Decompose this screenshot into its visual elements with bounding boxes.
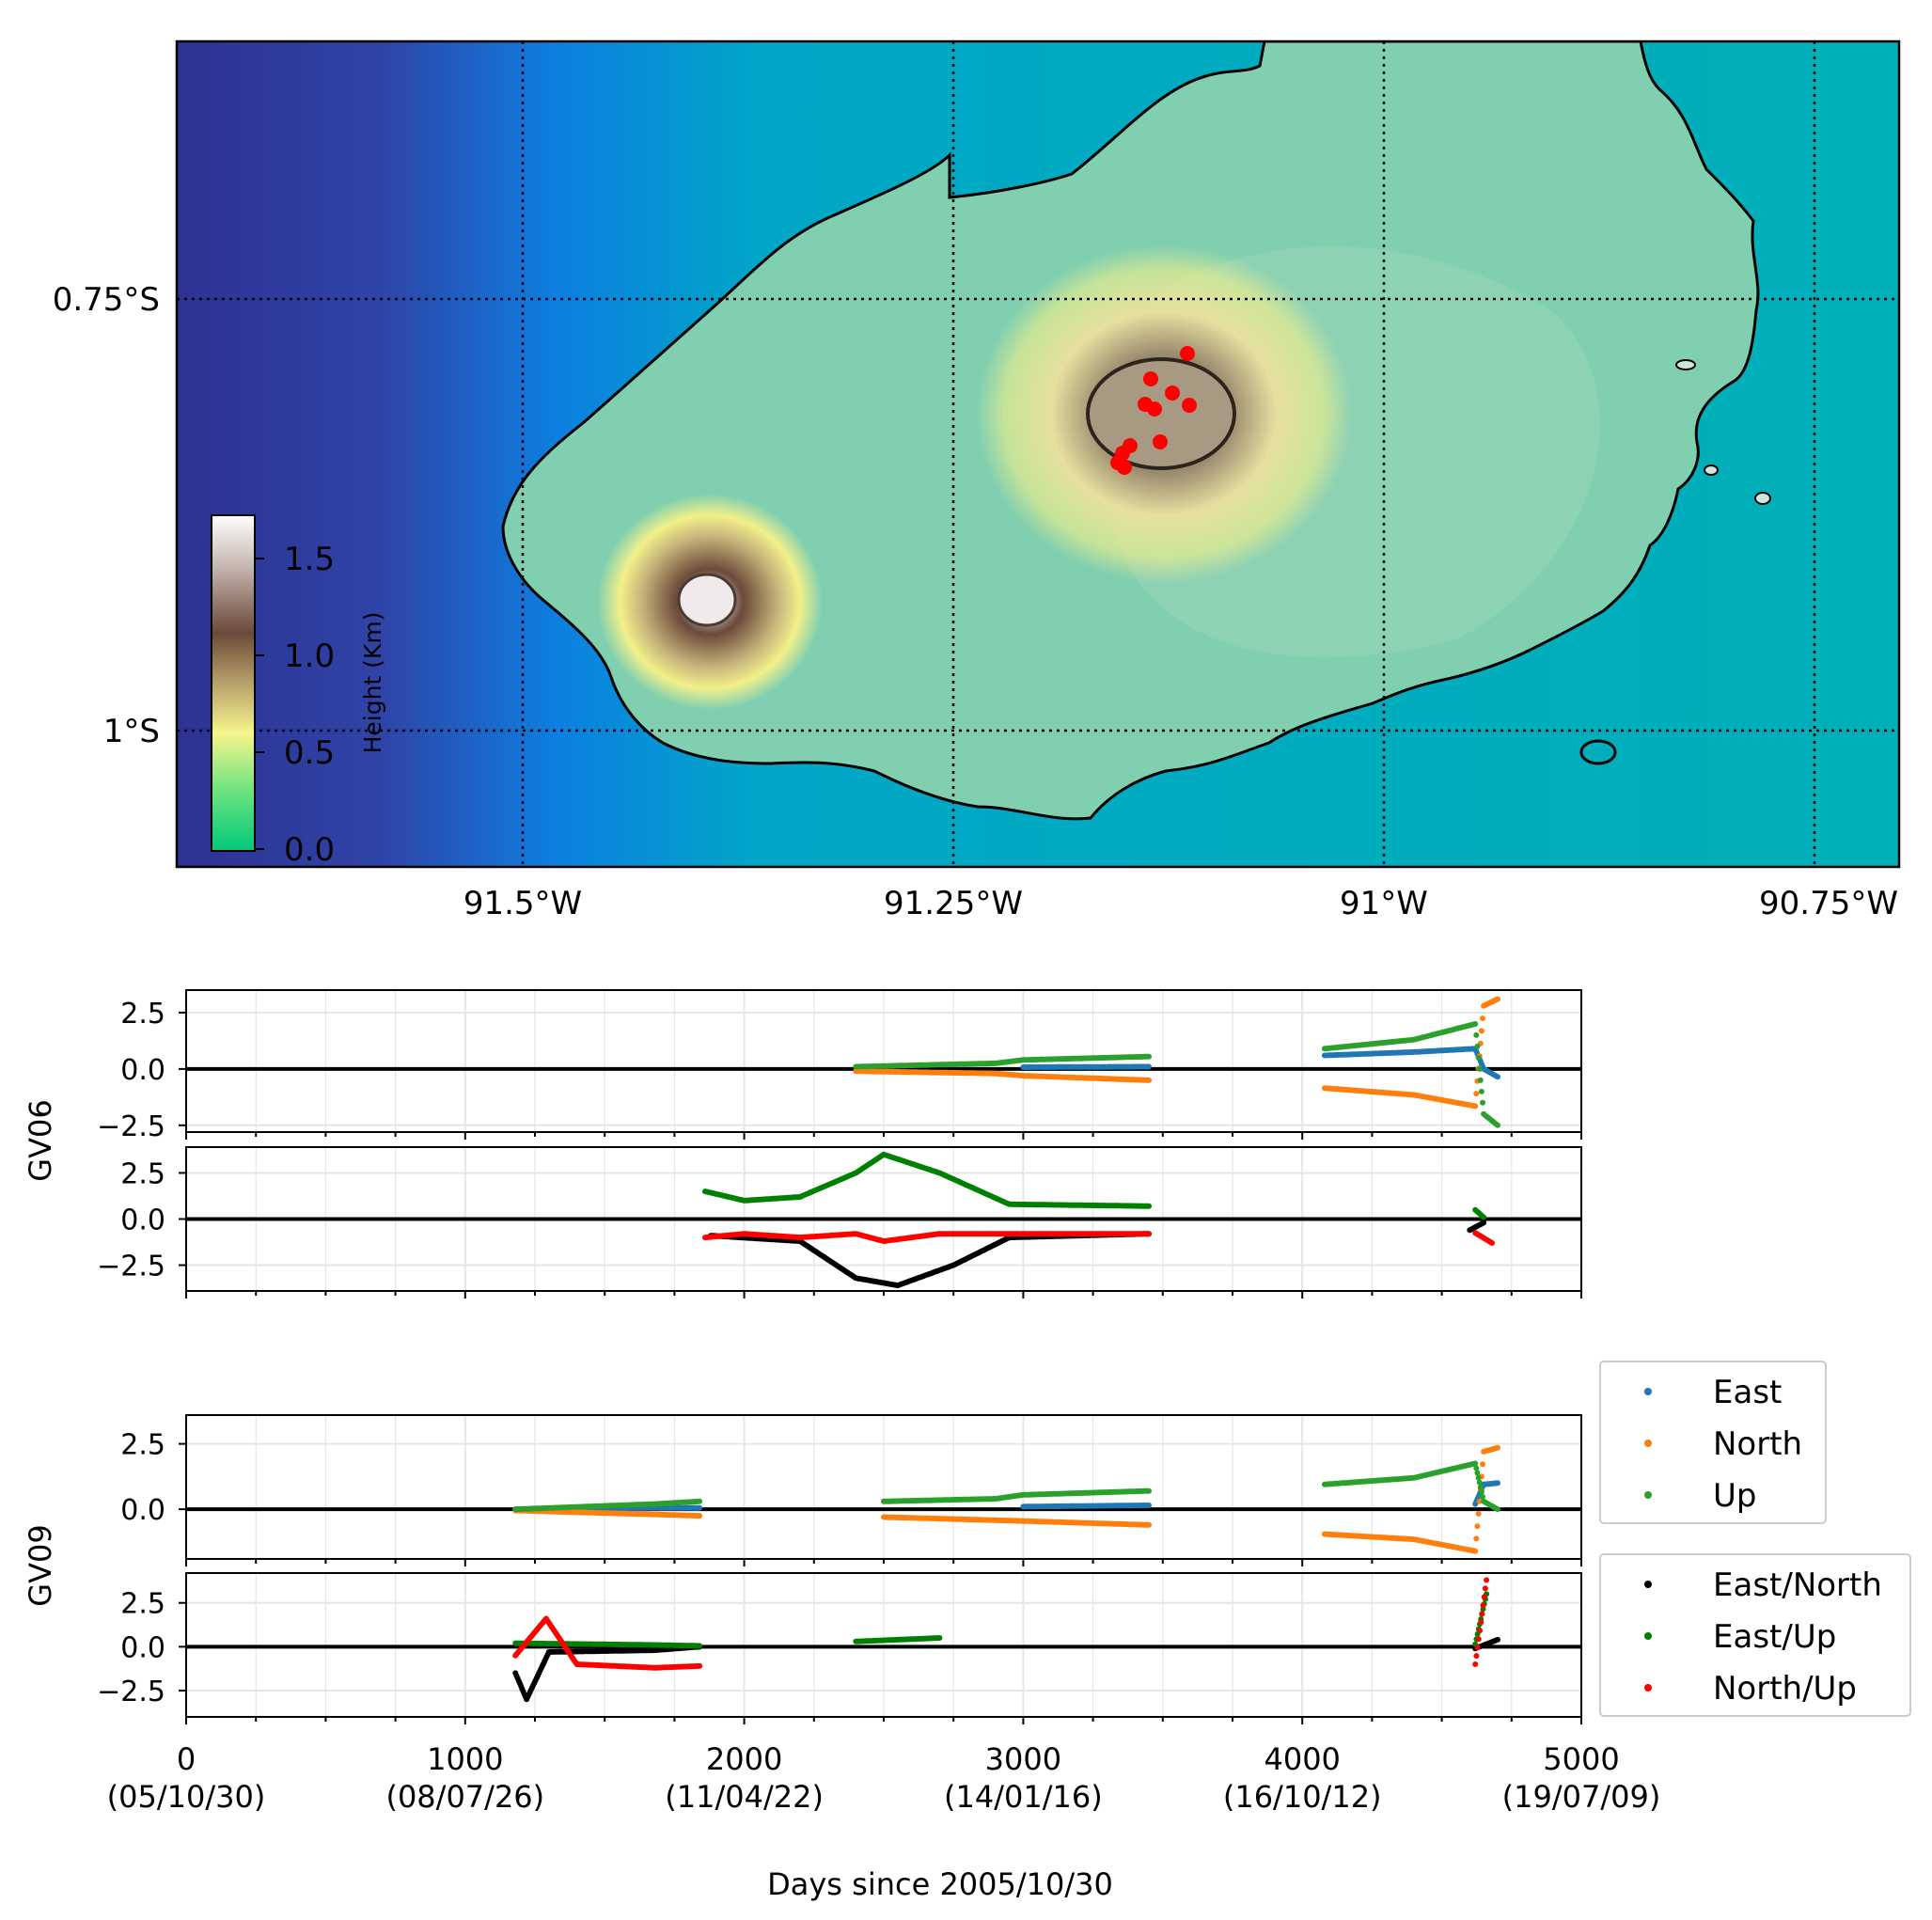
ytick-label: 0.0: [120, 1054, 165, 1087]
series-group-gv06-top: [853, 996, 1501, 1128]
colorbar-tick-label: 0.0: [284, 831, 335, 869]
station-markers: [1110, 346, 1197, 475]
ytick-label: 2.5: [120, 1429, 165, 1462]
series-group-gv09-bottom: [512, 1577, 1501, 1703]
colorbar-tick-label: 1.5: [284, 541, 335, 578]
sierra-negra-caldera: [1086, 357, 1236, 470]
ytick-label: −2.5: [97, 1676, 165, 1708]
legend-label-east-up: East/Up: [1713, 1618, 1836, 1656]
colorbar-label: Height (Km): [359, 612, 386, 754]
map-ytick-label: 1°S: [103, 713, 160, 750]
map-xtick-label: 90.75°W: [1759, 885, 1898, 922]
xtick-label: 1000: [427, 1741, 503, 1777]
station-marker: [1182, 398, 1197, 413]
ytick-label: 0.0: [120, 1631, 165, 1664]
xtick-date-label: (16/10/12): [1223, 1779, 1382, 1815]
islet-2: [1704, 464, 1719, 476]
xlabel: Days since 2005/10/30: [767, 1866, 1113, 1902]
xtick-date-label: (14/01/16): [944, 1779, 1103, 1815]
ytick-label: 2.5: [120, 998, 165, 1031]
station-marker: [1117, 460, 1132, 475]
map-panel: 91.5°W 91.25°W 91°W 90.75°W 0.75°S 1°S 0…: [53, 39, 1901, 922]
map-xtick-label: 91.25°W: [884, 885, 1023, 922]
ylabel-gv09: GV09: [23, 1524, 58, 1606]
station-marker: [1143, 371, 1158, 386]
series-up: [512, 1460, 1501, 1513]
timeseries-panels: 2.50.0−2.52.50.0−2.52.50.02.50.0−2.5 0(0…: [23, 989, 1661, 1902]
ytick-label: −2.5: [97, 1251, 165, 1283]
series-group-gv09-top: [512, 1444, 1501, 1554]
station-marker: [1153, 434, 1168, 449]
series-east: [1020, 1046, 1501, 1080]
xtick-label: 4000: [1264, 1741, 1340, 1777]
legend-marker-up: [1644, 1491, 1652, 1499]
ytick-label: 2.5: [120, 1157, 165, 1190]
data-marks: [512, 996, 1501, 1703]
xtick-date-label: (11/04/22): [665, 1779, 824, 1815]
legend-label-east-north: East/North: [1713, 1566, 1882, 1604]
legend-marker-east-north: [1644, 1581, 1652, 1588]
legend-components: East North Up: [1599, 1361, 1827, 1524]
series-east-up: [702, 1151, 1487, 1220]
colorbar: 0.0 0.5 1.0 1.5 Height (Km): [211, 514, 386, 869]
map-ytick-label: 0.75°S: [53, 281, 160, 319]
colorbar-tick-label: 1.0: [284, 637, 335, 675]
legend-marker-east: [1644, 1388, 1652, 1395]
x-ticks: 0(05/10/30) 1000(08/07/26) 2000(11/04/22) 3…: [107, 1132, 1661, 1815]
ytick-label: −2.5: [97, 1110, 165, 1143]
series-east-up: [512, 1591, 1490, 1649]
y-ticks: 2.5 0.0 −2.5 2.5 0.0 −2.5 2.5 0.0 2.5 0.0 −2.5: [97, 998, 186, 1708]
xtick-label: 0: [177, 1741, 196, 1777]
series-up: [853, 1021, 1501, 1128]
ytick-label: 2.5: [120, 1588, 165, 1621]
islet-1: [1579, 739, 1617, 765]
ytick-label: 0.0: [120, 1494, 165, 1527]
islet-3: [1754, 492, 1771, 505]
legend-label-up: Up: [1713, 1477, 1756, 1515]
grid: [185, 990, 1582, 1717]
legend-ratios: East/North East/Up North/Up: [1599, 1553, 1911, 1717]
map-xtick-label: 91°W: [1340, 885, 1428, 922]
legend-label-north: North: [1713, 1425, 1802, 1463]
map-xtick-label: 91.5°W: [463, 885, 582, 922]
legend-marker-east-up: [1644, 1632, 1652, 1640]
legend-marker-north: [1644, 1440, 1652, 1447]
series-north: [853, 996, 1501, 1110]
xtick-label: 3000: [985, 1741, 1061, 1777]
series-group-gv06-bottom: [702, 1151, 1496, 1289]
xtick-label: 5000: [1543, 1741, 1619, 1777]
islet-4: [1675, 359, 1696, 370]
cerro-azul-caldera: [677, 573, 737, 627]
xtick-date-label: (08/07/26): [385, 1779, 544, 1815]
graticule: [177, 41, 1899, 867]
xtick-date-label: (19/07/09): [1502, 1779, 1661, 1815]
xtick-date-label: (05/10/30): [107, 1779, 266, 1815]
colorbar-gradient: [211, 514, 256, 852]
station-marker: [1147, 401, 1162, 417]
series-north-up: [702, 1230, 1496, 1246]
station-marker: [1165, 386, 1180, 401]
ytick-label: 0.0: [120, 1204, 165, 1237]
xtick-label: 2000: [706, 1741, 782, 1777]
map-frame: [175, 39, 1901, 869]
legend-marker-north-up: [1644, 1684, 1652, 1692]
legend-frame: [1599, 1553, 1911, 1717]
ylabel-gv06: GV06: [23, 1099, 58, 1181]
legend-label-north-up: North/Up: [1713, 1670, 1857, 1708]
legend-frame: [1599, 1361, 1827, 1524]
legend-label-east: East: [1713, 1374, 1782, 1411]
colorbar-tick-label: 0.5: [284, 734, 335, 772]
station-marker: [1180, 346, 1195, 361]
series-north-up: [512, 1577, 1490, 1671]
